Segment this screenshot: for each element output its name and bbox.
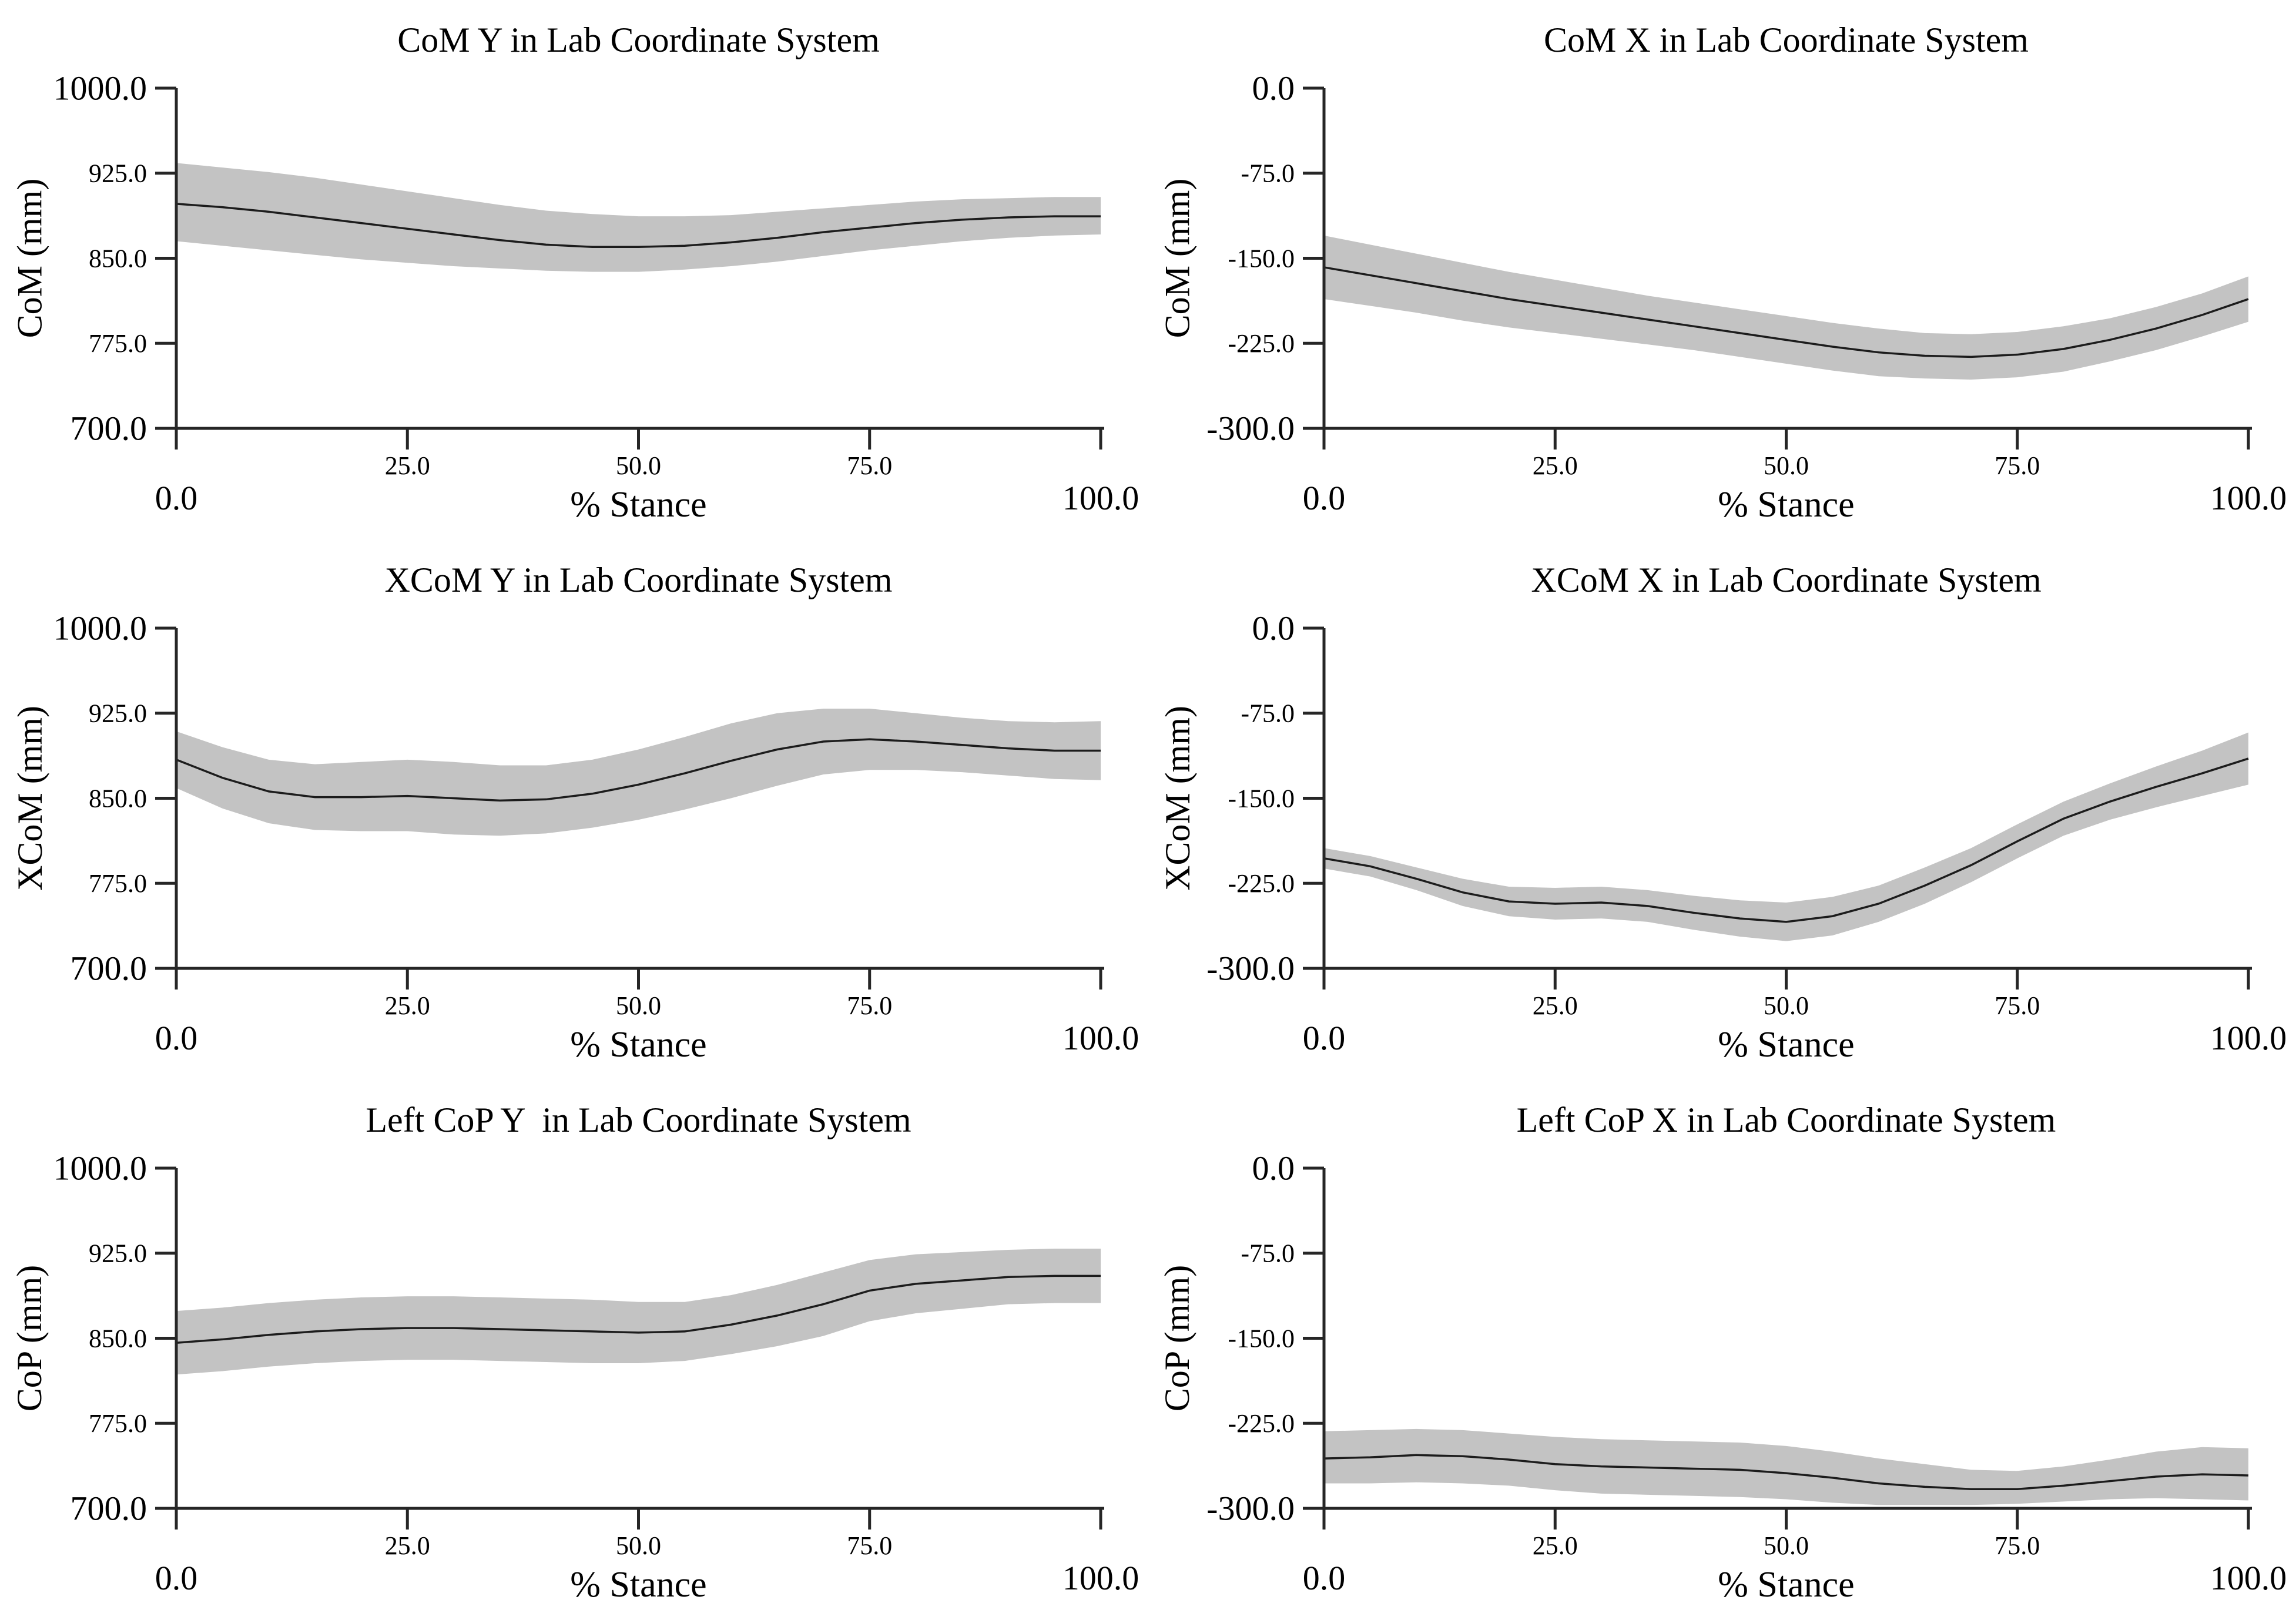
x-tick-label: 0.0: [1303, 1019, 1346, 1057]
y-tick-label: 1000.0: [53, 1149, 148, 1188]
chart-cop-x: Left CoP X in Lab Coordinate System CoP …: [1148, 1080, 2296, 1620]
x-tick-label: 50.0: [1764, 991, 1809, 1020]
chart-title: XCoM X in Lab Coordinate System: [1531, 561, 2042, 599]
x-axis-label: % Stance: [1718, 485, 1855, 525]
y-tick-label: 775.0: [89, 1409, 147, 1438]
chart-title: Left CoP X in Lab Coordinate System: [1516, 1101, 2056, 1139]
com-y-plot-canvas: 700.0 775.0 850.0 925.0 1000.0 0.0 25.0 50.0 75.…: [53, 69, 1139, 517]
x-tick-label: 100.0: [2210, 1559, 2287, 1597]
x-tick-label: 0.0: [155, 479, 198, 517]
chart-title: CoM Y in Lab Coordinate System: [397, 21, 880, 59]
y-tick-label: 850.0: [89, 244, 147, 273]
x-tick-label: 75.0: [1995, 1531, 2040, 1560]
y-tick-label: -225.0: [1228, 1409, 1295, 1438]
mean-line: [1323, 757, 2249, 923]
x-tick-label: 0.0: [155, 1559, 198, 1597]
y-tick-label: 925.0: [89, 699, 147, 728]
x-tick-label: 25.0: [385, 1531, 430, 1560]
x-axis-label: % Stance: [570, 485, 707, 525]
y-tick-label: -75.0: [1241, 1239, 1295, 1268]
y-tick-label: -75.0: [1241, 159, 1295, 188]
x-tick-label: 75.0: [847, 451, 892, 480]
x-tick-label: 100.0: [1062, 1019, 1139, 1057]
y-tick-label: 700.0: [71, 410, 148, 448]
chart-title: CoM X in Lab Coordinate System: [1544, 21, 2029, 59]
sd-band: [176, 1249, 1101, 1375]
sd-band: [1324, 1428, 2248, 1505]
y-tick-label: 925.0: [89, 1239, 147, 1268]
chart-xcom-y: XCoM Y in Lab Coordinate System XCoM (mm…: [0, 540, 1148, 1080]
x-tick-label: 50.0: [616, 991, 661, 1020]
y-tick-label: 850.0: [89, 784, 147, 813]
x-tick-label: 75.0: [847, 991, 892, 1020]
x-tick-label: 75.0: [1995, 991, 2040, 1020]
y-tick-label: -150.0: [1228, 244, 1295, 273]
y-tick-label: 775.0: [89, 329, 147, 358]
mean-line: [176, 738, 1101, 802]
sd-band: [176, 163, 1101, 272]
mean-line: [1323, 1454, 2249, 1490]
y-tick-label: 700.0: [71, 1490, 148, 1528]
xcom-x-plot-canvas: -300.0 -225.0 -150.0 -75.0 0.0 0.0 25.0 50.0 75.…: [1206, 609, 2287, 1057]
y-tick-label: 925.0: [89, 159, 147, 188]
cop-x-plot-canvas: -300.0 -225.0 -150.0 -75.0 0.0 0.0 25.0 50.0 75.…: [1206, 1149, 2287, 1597]
y-tick-label: 1000.0: [53, 609, 148, 648]
chart-title: Left CoP Y in Lab Coordinate System: [366, 1101, 911, 1139]
x-tick-label: 100.0: [2210, 1019, 2287, 1057]
y-tick-label: -150.0: [1228, 1324, 1295, 1353]
y-tick-label: 850.0: [89, 1324, 147, 1353]
chart-com-x: CoM X in Lab Coordinate System CoM (mm) …: [1148, 0, 2296, 540]
x-axis-label: % Stance: [1718, 1025, 1855, 1065]
xcom-y-plot-canvas: 700.0 775.0 850.0 925.0 1000.0 0.0 25.0 50.0 75.…: [53, 609, 1139, 1057]
chart-com-y: CoM Y in Lab Coordinate System CoM (mm) …: [0, 0, 1148, 540]
y-tick-label: 0.0: [1252, 609, 1295, 648]
x-tick-label: 25.0: [1533, 1531, 1578, 1560]
mean-line: [176, 1274, 1101, 1344]
y-tick-label: 700.0: [71, 950, 148, 988]
x-tick-label: 50.0: [1764, 1531, 1809, 1560]
x-tick-label: 100.0: [1062, 479, 1139, 517]
chart-cop-y: Left CoP Y in Lab Coordinate System CoP …: [0, 1080, 1148, 1620]
x-tick-label: 25.0: [1533, 451, 1578, 480]
y-tick-label: 0.0: [1252, 69, 1295, 108]
x-tick-label: 0.0: [1303, 479, 1346, 517]
com-x-plot-canvas: -300.0 -225.0 -150.0 -75.0 0.0 0.0 25.0 50.0 75.…: [1206, 69, 2287, 517]
y-tick-label: 1000.0: [53, 69, 148, 108]
y-tick-label: -150.0: [1228, 784, 1295, 813]
x-tick-label: 25.0: [1533, 991, 1578, 1020]
cop-y-plot-canvas: 700.0 775.0 850.0 925.0 1000.0 0.0 25.0 50.0 75.…: [53, 1149, 1139, 1597]
mean-line: [176, 203, 1101, 248]
x-tick-label: 0.0: [1303, 1559, 1346, 1597]
chart-xcom-x: XCoM X in Lab Coordinate System XCoM (mm…: [1148, 540, 2296, 1080]
mean-line: [1323, 266, 2249, 358]
x-tick-label: 100.0: [2210, 479, 2287, 517]
x-tick-label: 50.0: [616, 1531, 661, 1560]
x-tick-label: 50.0: [616, 451, 661, 480]
y-tick-label: -300.0: [1206, 410, 1295, 448]
x-tick-label: 25.0: [385, 451, 430, 480]
y-tick-label: -225.0: [1228, 329, 1295, 358]
x-tick-label: 100.0: [1062, 1559, 1139, 1597]
x-tick-label: 75.0: [1995, 451, 2040, 480]
x-tick-label: 25.0: [385, 991, 430, 1020]
chart-title: XCoM Y in Lab Coordinate System: [384, 561, 893, 599]
x-tick-label: 50.0: [1764, 451, 1809, 480]
x-axis-label: % Stance: [1718, 1565, 1855, 1605]
y-tick-label: -75.0: [1241, 699, 1295, 728]
x-tick-label: 75.0: [847, 1531, 892, 1560]
x-tick-label: 0.0: [155, 1019, 198, 1057]
y-tick-label: 775.0: [89, 869, 147, 898]
sd-band: [1324, 732, 2248, 941]
y-tick-label: -225.0: [1228, 869, 1295, 898]
y-tick-label: -300.0: [1206, 950, 1295, 988]
y-tick-label: -300.0: [1206, 1490, 1295, 1528]
sd-band: [176, 709, 1101, 836]
x-axis-label: % Stance: [570, 1025, 707, 1065]
sd-band: [1324, 235, 2248, 380]
y-tick-label: 0.0: [1252, 1149, 1295, 1188]
x-axis-label: % Stance: [570, 1565, 707, 1605]
